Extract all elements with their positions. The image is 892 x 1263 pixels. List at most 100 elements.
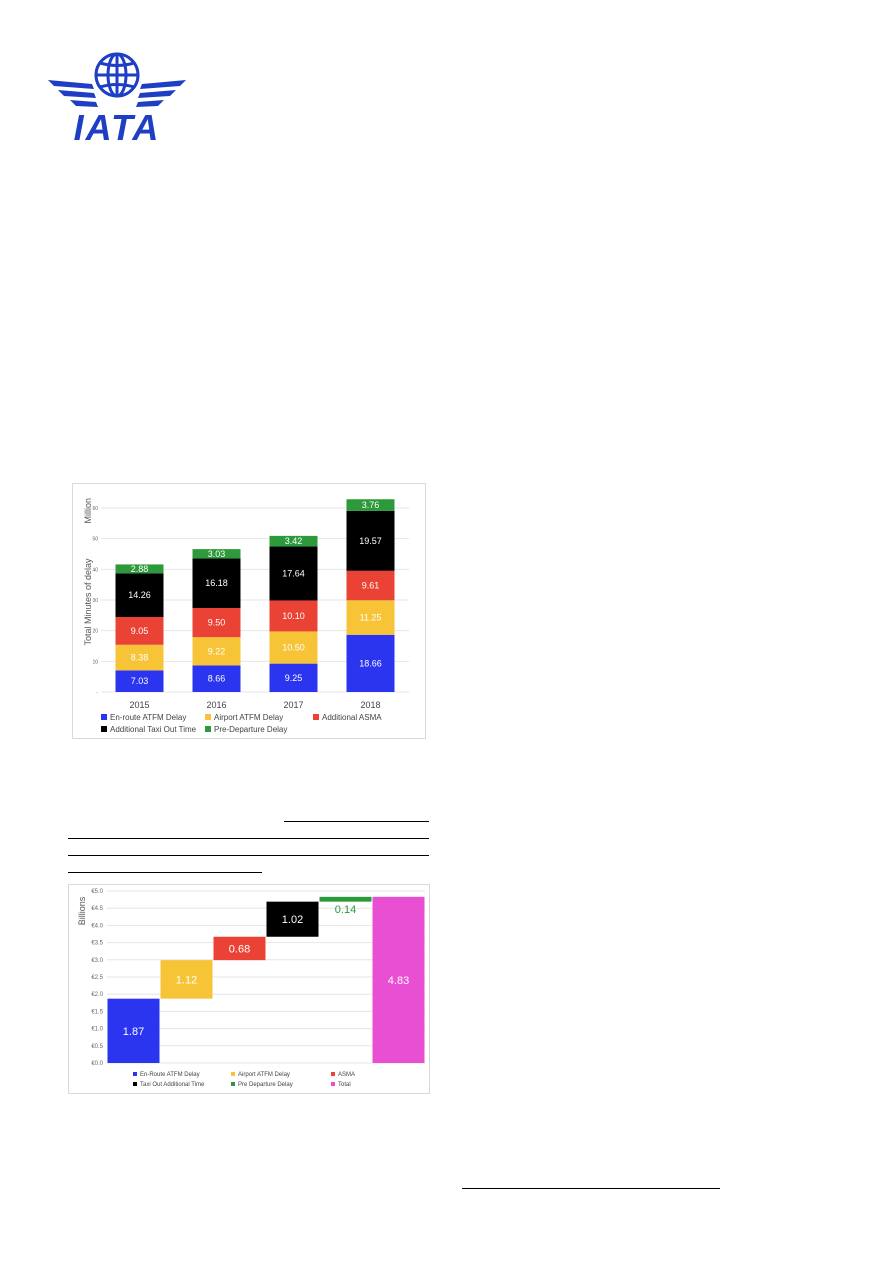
legend-swatch	[133, 1072, 137, 1076]
globe-icon	[94, 52, 140, 98]
y-tick-label: 20	[92, 629, 98, 635]
waterfall-bar	[107, 998, 160, 1063]
bar-segment	[269, 600, 318, 632]
legend-swatch	[133, 1082, 137, 1086]
legend-label: Airport ATFM Delay	[214, 713, 283, 722]
data-label: 19.57	[359, 536, 382, 546]
waterfall-bar	[160, 960, 213, 999]
legend-swatch	[231, 1072, 235, 1076]
data-label: 8.66	[208, 674, 226, 684]
legend-label: Total	[338, 1082, 351, 1088]
data-label: 1.87	[123, 1026, 144, 1038]
y-tick-label: -	[96, 690, 98, 696]
legend-label: Additional Taxi Out Time	[110, 725, 197, 734]
y-tick-label: €2.0	[91, 992, 103, 998]
legend-label: Airport ATFM Delay	[238, 1072, 290, 1078]
wings-icon	[48, 80, 186, 107]
waterfall-bar	[213, 936, 266, 961]
bar-segment	[115, 644, 164, 671]
data-label: 0.68	[229, 943, 250, 955]
link-underline	[68, 838, 429, 839]
y-tick-label: €2.5	[91, 975, 103, 981]
data-label: 1.12	[176, 974, 197, 986]
data-label: 2.88	[131, 564, 149, 574]
data-label: 16.18	[205, 578, 228, 588]
bar-segment	[346, 570, 395, 601]
delay-cost-waterfall-chart: €0.0 €0.5 €1.0 €1.5 €2.0 €2.5 €3.0 €3.5 €4.0 €4.5…	[68, 884, 430, 1094]
y-tick-label: 50	[92, 537, 98, 543]
data-label: 7.03	[131, 676, 149, 686]
y-axis-label: Billions	[77, 896, 87, 925]
legend-label: Pre-Departure Delay	[214, 725, 287, 734]
legend-swatch	[205, 714, 211, 720]
y-tick-label: €4.0	[91, 923, 103, 929]
x-tick-label: 2016	[206, 700, 226, 710]
y-tick-label: €1.0	[91, 1027, 103, 1033]
data-label: 4.83	[388, 975, 409, 987]
unit-label: Million	[83, 498, 93, 524]
y-tick-label: €3.0	[91, 958, 103, 964]
logo-text: IATA	[74, 107, 161, 144]
legend-swatch	[205, 726, 211, 732]
bar-segment	[192, 665, 241, 692]
delay-minutes-chart: - 10 20 30 40 50 60 Million Total Minutes of del…	[72, 483, 426, 739]
data-label: 11.25	[360, 613, 382, 623]
bar-segment	[192, 637, 241, 666]
data-label: 14.26	[128, 590, 151, 600]
y-tick-label: €5.0	[91, 889, 103, 895]
y-tick-label: €0.5	[91, 1044, 103, 1050]
bar-segment	[192, 558, 241, 609]
legend-label: En-route ATFM Delay	[110, 713, 186, 722]
data-label: 9.50	[208, 618, 226, 628]
waterfall-bar	[319, 896, 372, 902]
data-label: 9.05	[131, 626, 149, 636]
bar-segment	[346, 600, 395, 635]
legend-swatch	[101, 726, 107, 732]
waterfall-bar	[372, 896, 425, 1063]
bar-segment	[192, 549, 241, 559]
legend-swatch	[101, 714, 107, 720]
legend-swatch	[331, 1082, 335, 1086]
bar-segment	[346, 499, 395, 511]
y-tick-label: 10	[92, 659, 98, 665]
y-tick-label: €0.0	[91, 1061, 103, 1067]
iata-logo: IATA	[48, 52, 186, 144]
bar-segment	[346, 510, 395, 571]
legend-swatch	[331, 1072, 335, 1076]
bar-segment	[269, 535, 318, 547]
bar-segment	[115, 573, 164, 617]
data-label: 9.22	[208, 646, 226, 656]
legend-label: Pre Departure Delay	[238, 1082, 293, 1088]
bar-segment	[269, 546, 318, 601]
data-label: 3.03	[208, 549, 226, 559]
y-axis-label: Total Minutes of delay	[83, 558, 93, 646]
link-underline	[68, 855, 429, 856]
bar-segment	[269, 663, 318, 692]
data-label: 8.38	[131, 653, 149, 663]
bar-segment	[115, 564, 164, 574]
data-label: 1.02	[282, 914, 303, 926]
data-label: 9.25	[285, 673, 303, 683]
x-tick-label: 2018	[360, 700, 380, 710]
bar-segment	[192, 608, 241, 638]
legend-label: En-Route ATFM Delay	[140, 1072, 200, 1078]
link-underline	[284, 821, 429, 822]
y-tick-label: €1.5	[91, 1009, 103, 1015]
footnote-underline	[462, 1188, 720, 1189]
bar-segment	[115, 670, 164, 692]
legend-swatch	[313, 714, 319, 720]
waterfall-bar	[266, 901, 319, 937]
legend-label: ASMA	[338, 1072, 355, 1078]
data-label: 10.10	[282, 611, 305, 621]
y-tick-label: 30	[92, 598, 98, 604]
data-label: 3.76	[362, 500, 380, 510]
legend-label: Taxi Out Additional Time	[140, 1082, 205, 1088]
legend-label: Additional ASMA	[322, 713, 382, 722]
link-underline	[68, 872, 262, 873]
data-label: 9.61	[362, 581, 380, 591]
data-label: 0.14	[335, 904, 356, 916]
x-tick-label: 2015	[129, 700, 149, 710]
data-label: 10.50	[282, 643, 305, 653]
data-label: 17.64	[282, 568, 305, 578]
